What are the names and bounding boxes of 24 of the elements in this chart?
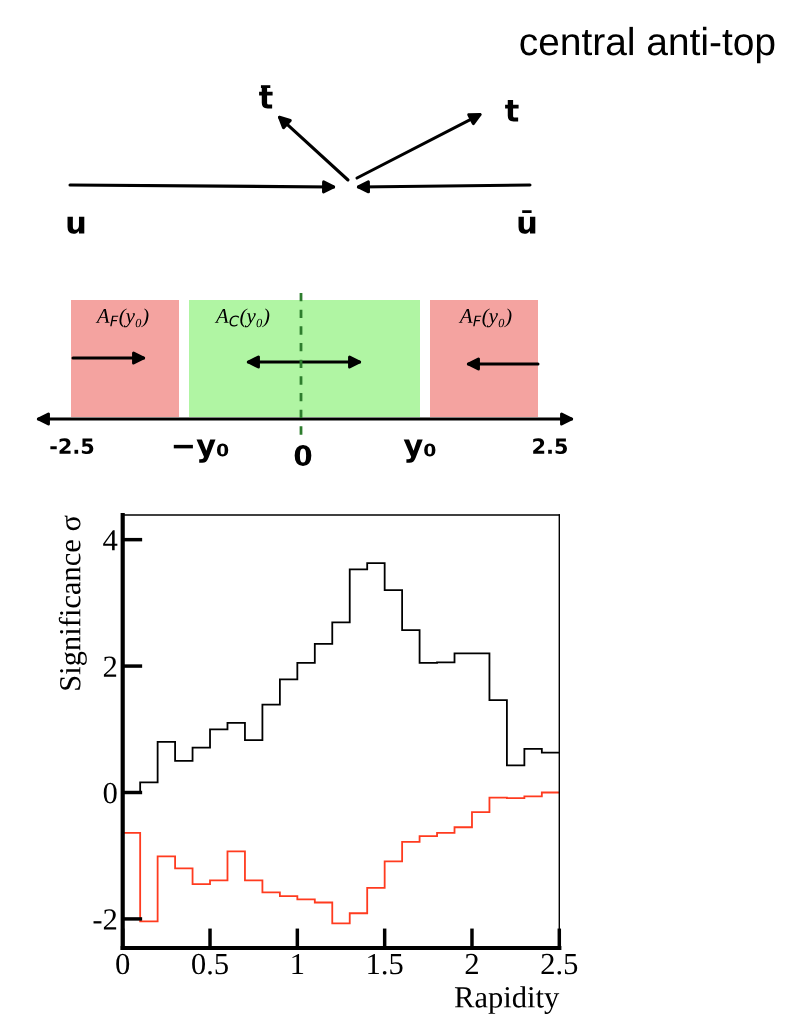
x-tick-label: 2.5	[541, 953, 578, 975]
y-tick-label: 4	[103, 530, 118, 551]
y-tick-label: -2	[93, 909, 117, 930]
x-tick-label: 2	[465, 953, 478, 975]
text: A$_{C}$(y₀)	[214, 308, 270, 328]
text: y₀	[403, 439, 436, 463]
text: -2.5	[50, 438, 94, 455]
text: u	[67, 216, 85, 234]
x-tick-label: 1	[292, 953, 304, 975]
text: 2.5	[533, 438, 567, 455]
text: A$_{F}$(y₀)	[458, 308, 512, 328]
text: A$_{F}$(y₀)	[95, 308, 149, 328]
x-tick-label: 0.5	[192, 953, 228, 975]
text: −y₀	[173, 439, 229, 463]
y-tick-label: 2	[103, 656, 117, 677]
text: t̄	[259, 85, 273, 109]
x-tick-label: 1.5	[368, 953, 403, 975]
text: central anti-top	[520, 26, 775, 64]
y-tick-label: 0	[103, 782, 117, 804]
x-axis-title: Rapidity	[454, 986, 560, 1014]
text: ū	[518, 210, 536, 234]
y-axis-title: Significance σ	[58, 515, 87, 690]
text: 0	[294, 445, 312, 467]
text: t	[505, 99, 519, 122]
